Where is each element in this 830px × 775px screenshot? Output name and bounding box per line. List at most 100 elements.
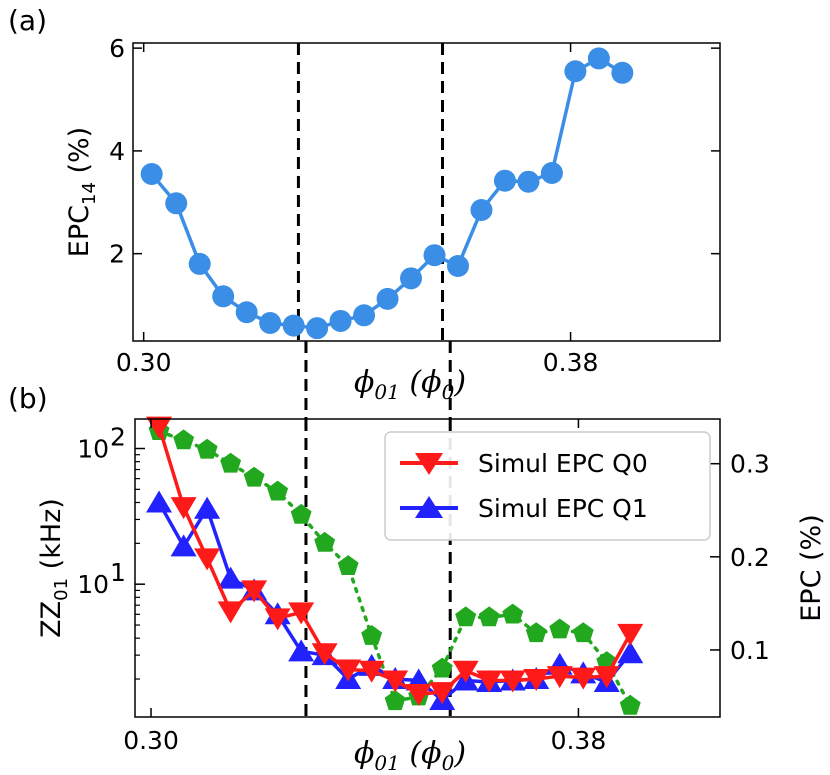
legend-q0-label: Simul EPC Q0: [478, 449, 648, 478]
panel-b-point-2: [572, 622, 594, 643]
panel-b-point-0: [476, 670, 503, 693]
panel-b-point-0: [499, 670, 526, 693]
panel-b-y2label: EPC (%): [796, 514, 827, 622]
panel-b-xlabel: ϕ01 (ϕ0): [354, 736, 466, 775]
panel-b-point-0: [170, 497, 197, 520]
panel-b-xtick-label: 0.38: [551, 726, 607, 755]
panel-b-y2tick-label: 0.2: [730, 543, 770, 572]
panel-a-point: [140, 163, 163, 186]
panel-b-point-2: [478, 606, 500, 627]
panel-a-point: [259, 312, 282, 335]
panel-b-point-0: [429, 682, 456, 705]
legend: Simul EPC Q0 Simul EPC Q1: [384, 431, 711, 541]
panel-b-point-1: [288, 639, 315, 662]
panel-b-ytick-exponent: 2: [110, 423, 126, 452]
panel-a-point: [165, 192, 188, 215]
panel-b-point-2: [314, 531, 336, 552]
panel-b-point-2: [431, 657, 453, 678]
panel-b-point-0: [311, 643, 338, 666]
panel-b-point-2: [361, 625, 383, 645]
panel-b-point-1: [146, 490, 173, 513]
panel-a-point: [587, 47, 610, 70]
panel-b-point-0: [264, 608, 291, 631]
panel-a-point: [400, 267, 423, 290]
panel-b-point-2: [525, 622, 547, 643]
panel-b-point-0: [358, 660, 385, 683]
panel-b-point-1: [170, 534, 197, 557]
panel-b: (b) 10 110 20.10.20.30.30 0.38 ZZ01 (kHz) E…: [8, 341, 827, 775]
panel-b-point-0: [146, 416, 173, 439]
panel-a-point: [540, 161, 563, 184]
panel-b-y2tick-label: 0.1: [730, 636, 770, 665]
panel-b-point-2: [220, 452, 242, 473]
panel-a-frame: [132, 42, 721, 342]
panel-b-point-2: [619, 694, 641, 715]
panel-a-point: [564, 60, 587, 83]
legend-box: [384, 431, 711, 541]
panel-a-point: [306, 317, 329, 340]
panel-b-plot-area: [146, 341, 644, 717]
panel-b-point-0: [217, 601, 244, 624]
panel-b-point-2: [455, 606, 477, 627]
panel-a-xtick-label: 0.38: [543, 348, 599, 377]
panel-b-point-2: [290, 503, 312, 524]
panel-a-ylabel: EPC14 (%): [64, 127, 100, 257]
panel-b-point-0: [617, 623, 644, 646]
panel-a-ticks: 2 4 6 0.30 0.38: [109, 34, 720, 377]
panel-a-point: [470, 198, 493, 221]
panel-a-ytick-label: 2: [109, 240, 125, 269]
legend-q1-marker: [415, 496, 443, 518]
panel-a-point: [517, 170, 540, 193]
legend-q0-marker: [415, 453, 443, 475]
panel-b-point-0: [570, 667, 597, 690]
panel-b-point-1: [194, 496, 221, 519]
panel-b-point-2: [196, 438, 218, 459]
panel-b-y2tick-label: 0.3: [730, 450, 770, 479]
panel-b-point-0: [405, 684, 432, 707]
panel-b-frame: [134, 418, 721, 718]
panel-b-point-2: [173, 429, 195, 450]
panel-a-xtick-label: 0.30: [116, 348, 172, 377]
panel-b-point-0: [452, 660, 479, 683]
panel-b-point-1: [617, 641, 644, 664]
panel-b-point-2: [384, 690, 406, 711]
panel-a-point: [446, 254, 469, 277]
panel-b-point-0: [241, 580, 268, 603]
panel-b-point-2: [337, 555, 359, 575]
panel-b-ytick-label: 10: [77, 570, 109, 599]
panel-a-point: [611, 61, 634, 84]
panel-a-ytick-label: 6: [109, 34, 125, 63]
panel-b-point-2: [549, 618, 571, 639]
panel-b-label: (b): [8, 382, 48, 415]
panel-b-point-0: [593, 666, 620, 689]
panel-a-plot-area: [140, 43, 634, 341]
panel-a-point: [329, 309, 352, 332]
panel-b-point-2: [267, 480, 289, 501]
panel-b-point-0: [288, 602, 315, 625]
panel-b-xtick-label: 0.30: [123, 726, 179, 755]
panel-b-ticks: 10 110 20.10.20.30.30 0.38: [77, 419, 770, 755]
panel-a-point: [282, 314, 305, 337]
panel-a-point: [423, 244, 446, 267]
panel-b-point-1: [217, 566, 244, 589]
panel-b-point-0: [335, 659, 362, 682]
panel-b-point-0: [523, 669, 550, 692]
panel-b-point-0: [194, 548, 221, 571]
panel-b-point-2: [243, 466, 265, 487]
panel-b-ylabel: ZZ01 (kHz): [36, 498, 72, 638]
legend-q1-label: Simul EPC Q1: [478, 494, 648, 523]
panel-b-point-0: [546, 666, 573, 689]
panel-b-point-0: [382, 670, 409, 693]
panel-a-point: [353, 304, 376, 327]
panel-a-ytick-label: 4: [109, 137, 125, 166]
panel-a-label: (a): [8, 4, 47, 37]
panel-a-point: [493, 169, 516, 192]
panel-b-ytick-label: 10: [77, 435, 109, 464]
panel-a-point: [376, 287, 399, 310]
panel-a-point: [188, 252, 211, 275]
panel-a-point: [235, 301, 258, 324]
panel-b-ytick-exponent: 1: [110, 558, 126, 587]
panel-a-point: [212, 285, 235, 308]
